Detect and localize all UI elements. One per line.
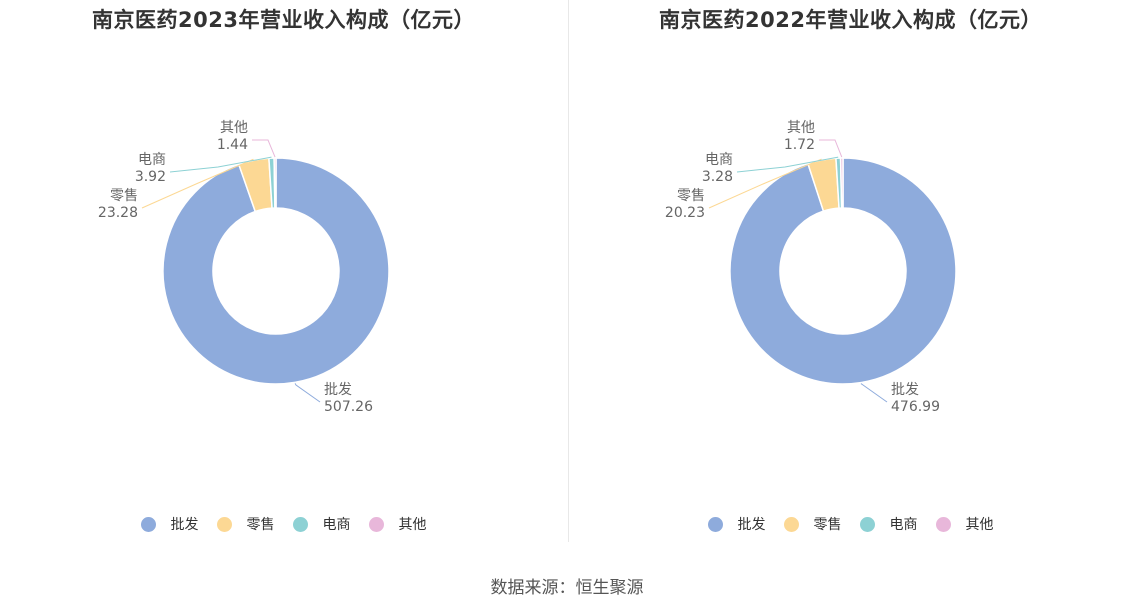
slice-value-wholesale: 476.99 [891, 399, 940, 415]
slice-wholesale[interactable] [162, 157, 390, 385]
legend-label: 批发 [737, 517, 766, 533]
chart-panel-2022: 南京医药2022年营业收入构成（亿元） 批发 476.99 零售 20.23 电商 3.2… [567, 0, 1134, 545]
slice-other[interactable] [273, 157, 277, 209]
legend-dot-icon [935, 516, 951, 532]
legend-item-retail[interactable]: 零售 [783, 514, 842, 534]
chart-legend: 批发 零售 电商 其他 [567, 514, 1134, 534]
legend-label: 零售 [813, 517, 842, 533]
slice-label-ecommerce: 电商 [138, 152, 166, 168]
slice-value-retail: 23.28 [98, 205, 138, 221]
data-source-note: 数据来源：恒生聚源 [490, 578, 644, 598]
legend-item-retail[interactable]: 零售 [216, 514, 275, 534]
legend-dot-icon [859, 516, 875, 532]
legend-item-ecommerce[interactable]: 电商 [859, 514, 918, 534]
legend-dot-icon [707, 516, 723, 532]
legend-dot-icon [292, 516, 308, 532]
slice-label-retail: 零售 [110, 188, 138, 204]
leader-line-ecommerce [736, 156, 839, 173]
legend-label: 批发 [170, 517, 199, 533]
slice-value-other: 1.44 [217, 137, 248, 153]
legend-label: 其他 [965, 517, 994, 533]
leader-line-wholesale [860, 383, 888, 403]
slice-other[interactable] [839, 157, 844, 209]
slice-label-wholesale: 批发 [891, 382, 919, 398]
slice-label-retail: 零售 [677, 188, 705, 204]
legend-label: 电商 [889, 517, 918, 533]
chart-legend: 批发 零售 电商 其他 [0, 514, 567, 534]
chart-title: 南京医药2023年营业收入构成（亿元） [92, 8, 475, 32]
legend-item-wholesale[interactable]: 批发 [140, 514, 199, 534]
legend-dot-icon [140, 516, 156, 532]
legend-label: 零售 [246, 517, 275, 533]
chart-title: 南京医药2022年营业收入构成（亿元） [659, 8, 1042, 32]
legend-dot-icon [783, 516, 799, 532]
slice-label-other: 其他 [787, 120, 815, 136]
chart-panel-2023: 南京医药2023年营业收入构成（亿元） 批发 507.26 零售 23.28 电商 3.9… [0, 0, 567, 545]
leader-line-retail [141, 158, 254, 209]
slice-label-wholesale: 批发 [324, 382, 352, 398]
slice-value-other: 1.72 [784, 137, 815, 153]
slice-label-other: 其他 [220, 120, 248, 136]
leader-line-other [252, 139, 276, 158]
legend-item-other[interactable]: 其他 [368, 514, 427, 534]
legend-item-other[interactable]: 其他 [935, 514, 994, 534]
leader-line-ecommerce [169, 156, 272, 173]
slice-value-wholesale: 507.26 [324, 399, 373, 415]
leader-line-wholesale [294, 383, 321, 403]
legend-dot-icon [216, 516, 232, 532]
leader-line-retail [708, 158, 822, 209]
legend-item-ecommerce[interactable]: 电商 [292, 514, 351, 534]
legend-label: 其他 [398, 517, 427, 533]
legend-label: 电商 [322, 517, 351, 533]
legend-item-wholesale[interactable]: 批发 [707, 514, 766, 534]
slice-value-ecommerce: 3.92 [135, 169, 166, 185]
slice-value-retail: 20.23 [665, 205, 705, 221]
slice-wholesale[interactable] [729, 157, 957, 385]
slice-label-ecommerce: 电商 [705, 152, 733, 168]
slice-value-ecommerce: 3.28 [702, 169, 733, 185]
leader-line-other [819, 139, 843, 158]
legend-dot-icon [368, 516, 384, 532]
panel-divider [568, 0, 569, 542]
